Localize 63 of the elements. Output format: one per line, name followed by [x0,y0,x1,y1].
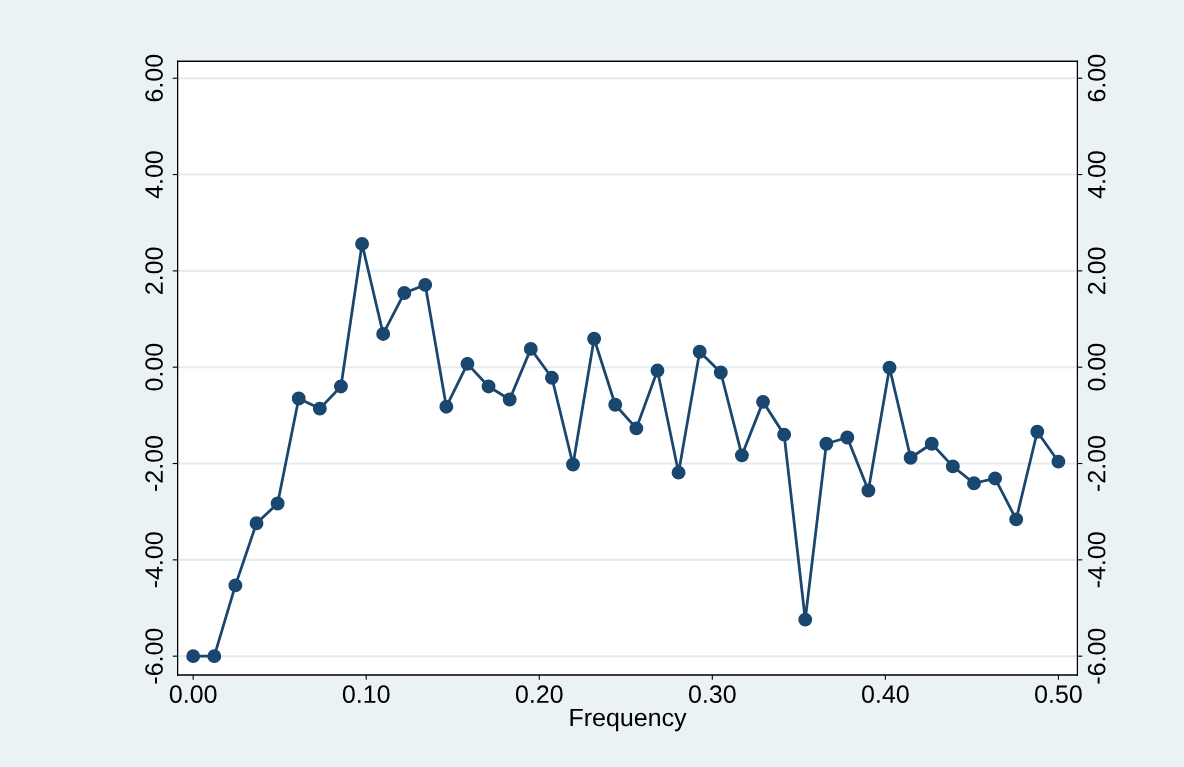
point [777,427,792,442]
y-tick-label: 6.00 [145,54,163,102]
point [587,331,602,346]
point [418,277,433,292]
point [924,436,939,451]
y2-tick-label: 6.00 [1087,54,1106,102]
y2-tick-label: 0.00 [1087,343,1106,391]
x-tick-label: 0.40 [862,685,909,704]
point [608,397,623,412]
point [460,356,475,371]
y2-tick-label: 4.00 [1087,151,1106,199]
point [840,430,855,445]
y-tick-label: 0.00 [145,343,163,391]
point [671,465,686,480]
y2-tick-label: -6.00 [1087,628,1106,684]
point [566,457,580,472]
point [861,483,876,498]
point [544,370,559,385]
point [312,401,327,416]
x-tick-label: 0.00 [169,685,217,704]
point [207,649,222,664]
point [967,476,981,491]
y-tick-label: -4.00 [145,532,163,588]
point [376,327,391,341]
point [397,286,412,300]
point [713,365,728,380]
y-tick-label: -6.00 [145,628,163,684]
y-tick-label: 2.00 [145,247,163,294]
point [988,471,1003,486]
point [249,516,264,531]
point [734,448,749,463]
x-tick-label: 0.50 [1035,685,1082,704]
point [629,421,644,436]
point [439,399,454,414]
point [228,578,243,593]
point [945,459,960,474]
point [523,341,538,356]
point [819,436,834,451]
point [1030,424,1045,439]
y2-tick-label: 2.00 [1087,247,1106,294]
point [355,236,370,251]
x-axis-title: Frequency [570,708,687,732]
point [756,394,770,409]
point [650,363,665,378]
point [502,392,517,407]
point [291,391,306,406]
point [798,612,813,627]
point [481,379,496,394]
y2-tick-label: -4.00 [1087,532,1106,588]
point [334,379,348,394]
x-tick-label: 0.20 [515,685,563,704]
point [186,649,201,664]
y-tick-label: 4.00 [145,151,163,199]
x-tick-label: 0.10 [342,685,390,704]
x-tick-label: 0.30 [688,685,736,704]
point [270,496,285,511]
y-tick-label: -2.00 [145,436,163,491]
point [882,360,897,375]
point [1051,454,1066,469]
point [903,450,918,465]
point [1009,512,1024,527]
y2-tick-label: -2.00 [1087,436,1106,491]
point [692,344,707,359]
